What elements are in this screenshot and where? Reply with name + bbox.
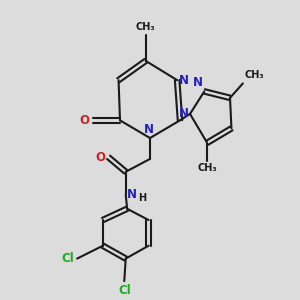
- Text: N: N: [179, 74, 189, 87]
- Text: O: O: [95, 151, 105, 164]
- Text: N: N: [178, 107, 188, 120]
- Text: N: N: [127, 188, 137, 201]
- Text: H: H: [138, 193, 146, 203]
- Text: CH₃: CH₃: [136, 22, 155, 32]
- Text: CH₃: CH₃: [197, 163, 217, 173]
- Text: Cl: Cl: [61, 252, 74, 265]
- Text: N: N: [143, 123, 153, 136]
- Text: Cl: Cl: [118, 284, 131, 297]
- Text: N: N: [193, 76, 203, 89]
- Text: CH₃: CH₃: [244, 70, 264, 80]
- Text: O: O: [79, 114, 89, 127]
